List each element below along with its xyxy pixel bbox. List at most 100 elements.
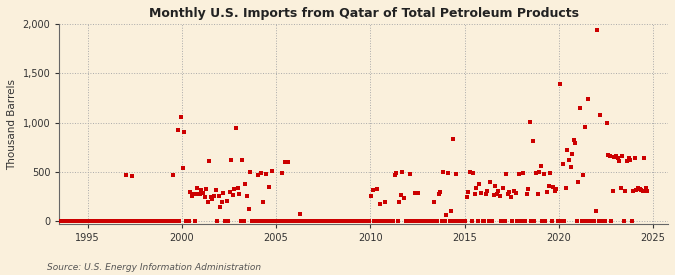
Point [392,219,403,224]
Point [464,170,475,174]
Point [196,188,207,192]
Point [229,186,240,191]
Text: Source: U.S. Energy Information Administration: Source: U.S. Energy Information Administ… [47,263,261,271]
Point [449,219,460,224]
Point [597,219,608,224]
Point [497,186,508,190]
Point [634,186,645,191]
Point [86,219,97,224]
Point [515,219,526,224]
Point [622,159,632,163]
Point [313,219,323,224]
Title: Monthly U.S. Imports from Qatar of Total Petroleum Products: Monthly U.S. Imports from Qatar of Total… [148,7,578,20]
Point [474,182,485,186]
Point [502,191,513,196]
Point [554,82,565,86]
Point [172,128,183,133]
Point [632,186,643,190]
Point [142,219,153,224]
Point [275,219,286,224]
Point [163,219,174,224]
Point [63,219,74,224]
Point [252,173,263,177]
Point [553,219,564,224]
Point [218,191,229,195]
Point [102,219,113,224]
Point [301,219,312,224]
Point [338,219,348,224]
Point [433,191,444,196]
Point [268,219,279,224]
Point [625,158,636,162]
Point [221,198,232,203]
Point [560,186,571,190]
Point [618,219,629,224]
Point [468,171,479,175]
Point [587,219,598,224]
Point [292,219,302,224]
Point [405,172,416,176]
Point [88,219,99,224]
Point [556,219,566,224]
Point [631,188,642,192]
Point [56,219,67,224]
Point [55,219,65,224]
Point [49,219,59,224]
Point [485,180,496,184]
Point [366,193,377,198]
Point [262,219,273,224]
Point [551,186,562,191]
Point [138,219,148,224]
Point [161,219,172,224]
Point [637,189,648,193]
Point [303,219,314,224]
Point [496,219,507,224]
Point [457,219,468,224]
Point [295,212,306,217]
Point [479,219,489,224]
Point [446,209,456,214]
Point [642,189,653,193]
Point [204,159,215,163]
Point [617,154,628,158]
Point [64,219,75,224]
Point [298,219,309,224]
Point [427,219,437,224]
Point [69,219,80,224]
Point [59,219,70,224]
Point [286,219,296,224]
Point [381,219,392,224]
Point [130,219,141,224]
Point [421,219,431,224]
Point [522,186,533,191]
Point [524,119,535,124]
Point [387,219,398,224]
Point [111,219,122,224]
Point [147,219,158,224]
Point [454,219,464,224]
Point [348,219,359,224]
Point [584,219,595,224]
Point [119,219,130,224]
Point [609,155,620,159]
Point [309,219,320,224]
Point [362,219,373,224]
Point [414,219,425,224]
Point [198,191,209,195]
Point [441,213,452,218]
Point [212,219,223,224]
Point [527,139,538,144]
Point [141,219,152,224]
Point [399,196,410,200]
Point [448,137,458,142]
Point [209,193,219,198]
Point [254,219,265,224]
Point [61,219,72,224]
Point [215,205,225,210]
Point [537,219,547,224]
Point [572,219,583,224]
Point [136,219,147,224]
Point [567,152,578,156]
Point [271,219,282,224]
Point [168,173,179,177]
